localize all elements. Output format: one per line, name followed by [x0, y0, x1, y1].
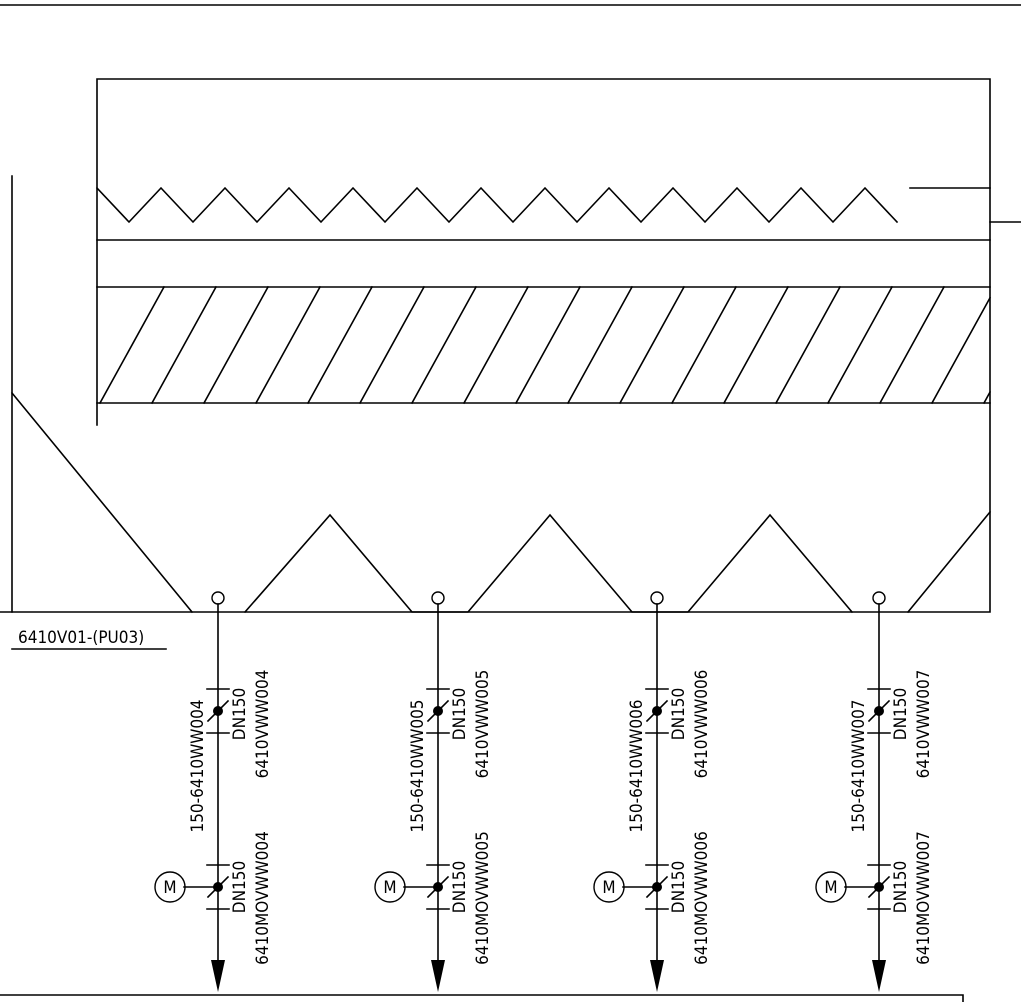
nozzle-circle — [650, 591, 664, 605]
hatch-line — [566, 285, 634, 405]
line-number-label: 150-6410WW007 — [849, 699, 869, 832]
hatch-line — [254, 285, 322, 405]
motor-valve-size: DN150 — [450, 861, 470, 913]
hatch-line — [202, 285, 270, 405]
line-number-label: 150-6410WW006 — [627, 699, 647, 832]
manual-valve-size: DN150 — [891, 688, 911, 740]
hatch-line — [150, 285, 218, 405]
manual-valve-tag: 6410VWW006 — [692, 670, 712, 779]
zigzag-layer — [95, 186, 899, 224]
manual-valve-size: DN150 — [669, 688, 689, 740]
valve-hub — [213, 706, 223, 716]
vessel-label: 6410V01-(PU03) — [18, 628, 144, 648]
hatch-line — [462, 285, 530, 405]
line-number-label: 150-6410WW005 — [408, 699, 428, 832]
actuator-label: M — [602, 878, 615, 898]
manual-valve-size: DN150 — [450, 688, 470, 740]
hatch-line — [982, 391, 992, 405]
actuator-label: M — [163, 878, 176, 898]
motor-valve-size: DN150 — [669, 861, 689, 913]
actuator-circle — [593, 871, 625, 903]
hopper-bottom — [243, 513, 854, 614]
hatch-line — [514, 285, 582, 405]
hatch-line — [618, 285, 686, 405]
motor-valve-tag: 6410MOVWW005 — [473, 831, 493, 965]
valve-hub — [874, 706, 884, 716]
hatch-line — [826, 285, 894, 405]
flow-arrow — [650, 960, 664, 992]
motor-valve-size: DN150 — [891, 861, 911, 913]
line-number-label: 150-6410WW004 — [188, 699, 208, 832]
actuator-label: M — [824, 878, 837, 898]
manual-valve-tag: 6410VWW005 — [473, 670, 493, 779]
flow-arrow — [872, 960, 886, 992]
nozzle-circle — [211, 591, 225, 605]
hopper-left-slope — [10, 391, 194, 614]
actuator-circle — [815, 871, 847, 903]
hatch-line — [98, 285, 166, 405]
hatch-line — [358, 285, 426, 405]
manual-valve-tag: 6410VWW004 — [253, 670, 273, 779]
manual-valve-tag: 6410VWW007 — [914, 670, 934, 779]
motor-valve-tag: 6410MOVWW006 — [692, 831, 712, 965]
flow-arrow — [431, 960, 445, 992]
motor-valve-tag: 6410MOVWW004 — [253, 831, 273, 965]
bottom-box — [0, 994, 964, 1002]
hatch-line — [306, 285, 374, 405]
hatch-line — [930, 296, 992, 405]
motor-valve-tag: 6410MOVWW007 — [914, 831, 934, 965]
hatch-line — [410, 285, 478, 405]
hatch-line — [722, 285, 790, 405]
hatch-line — [774, 285, 842, 405]
manual-valve-size: DN150 — [230, 688, 250, 740]
valve-hub — [433, 706, 443, 716]
actuator-circle — [374, 871, 406, 903]
motor-valve-size: DN150 — [230, 861, 250, 913]
actuator-label: M — [383, 878, 396, 898]
actuator-circle — [154, 871, 186, 903]
nozzle-circle — [431, 591, 445, 605]
hatch-line — [878, 285, 946, 405]
hatch-line — [670, 285, 738, 405]
valve-hub — [652, 706, 662, 716]
hatched-media-layer — [98, 285, 992, 405]
nozzle-circle — [872, 591, 886, 605]
flow-arrow — [211, 960, 225, 992]
hopper-right-slope — [906, 510, 992, 614]
